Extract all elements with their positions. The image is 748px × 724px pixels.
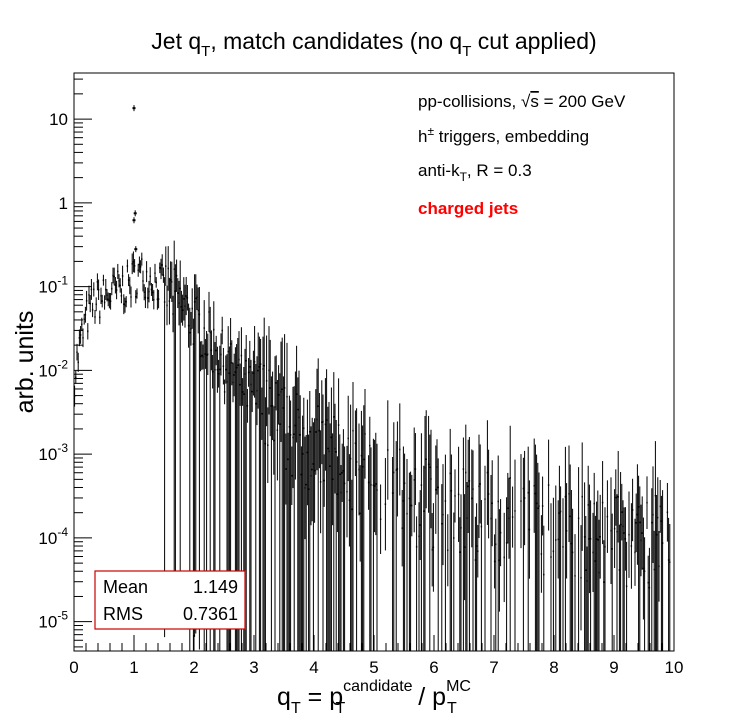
annotation-algorithm: anti-kT, R = 0.3	[418, 161, 532, 184]
stats-mean-value: 1.149	[193, 577, 238, 597]
x-tick-label: 3	[249, 658, 258, 677]
annotation-energy: pp-collisions, √s = 200 GeV	[418, 92, 626, 111]
x-tick-label: 7	[489, 658, 498, 677]
data-layer	[73, 105, 671, 651]
y-tick-label: 10-3	[38, 441, 68, 464]
y-tick-label: 1	[59, 194, 68, 213]
stats-mean-label: Mean	[103, 577, 148, 597]
chart-title: Jet qT, match candidates (no qT cut appl…	[151, 28, 596, 60]
x-tick-label: 10	[665, 658, 684, 677]
stats-rms-value: 0.7361	[183, 604, 238, 624]
y-tick-label: 10-4	[38, 525, 68, 548]
annotation-charged-jets: charged jets	[418, 199, 518, 218]
stats-box: Mean 1.149 RMS 0.7361	[94, 570, 246, 630]
stats-rms-label: RMS	[103, 604, 143, 624]
x-tick-label: 1	[129, 658, 138, 677]
annotation-triggers: h± triggers, embedding	[418, 124, 589, 146]
axes-layer: 0 1 2 3 4 5 6 7 8 9 10 10-5 10-4 10-3 10-2 10-1 1 10	[38, 78, 684, 677]
plot-frame	[73, 72, 675, 652]
y-tick-label: 10	[49, 110, 68, 129]
y-tick-label: 10-5	[38, 609, 68, 632]
y-tick-label: 10-2	[38, 357, 68, 380]
x-tick-label: 0	[69, 658, 78, 677]
x-tick-label: 9	[609, 658, 618, 677]
x-tick-label: 6	[429, 658, 438, 677]
stats-box-border	[94, 570, 246, 630]
x-tick-label: 8	[549, 658, 558, 677]
y-axis-label: arb. units	[11, 311, 39, 414]
x-tick-label: 2	[189, 658, 198, 677]
x-tick-label: 4	[309, 658, 318, 677]
x-axis-label: qT = pcandidate T / pMC T	[277, 678, 471, 717]
y-tick-label: 10-1	[38, 274, 68, 297]
x-tick-label: 5	[369, 658, 378, 677]
